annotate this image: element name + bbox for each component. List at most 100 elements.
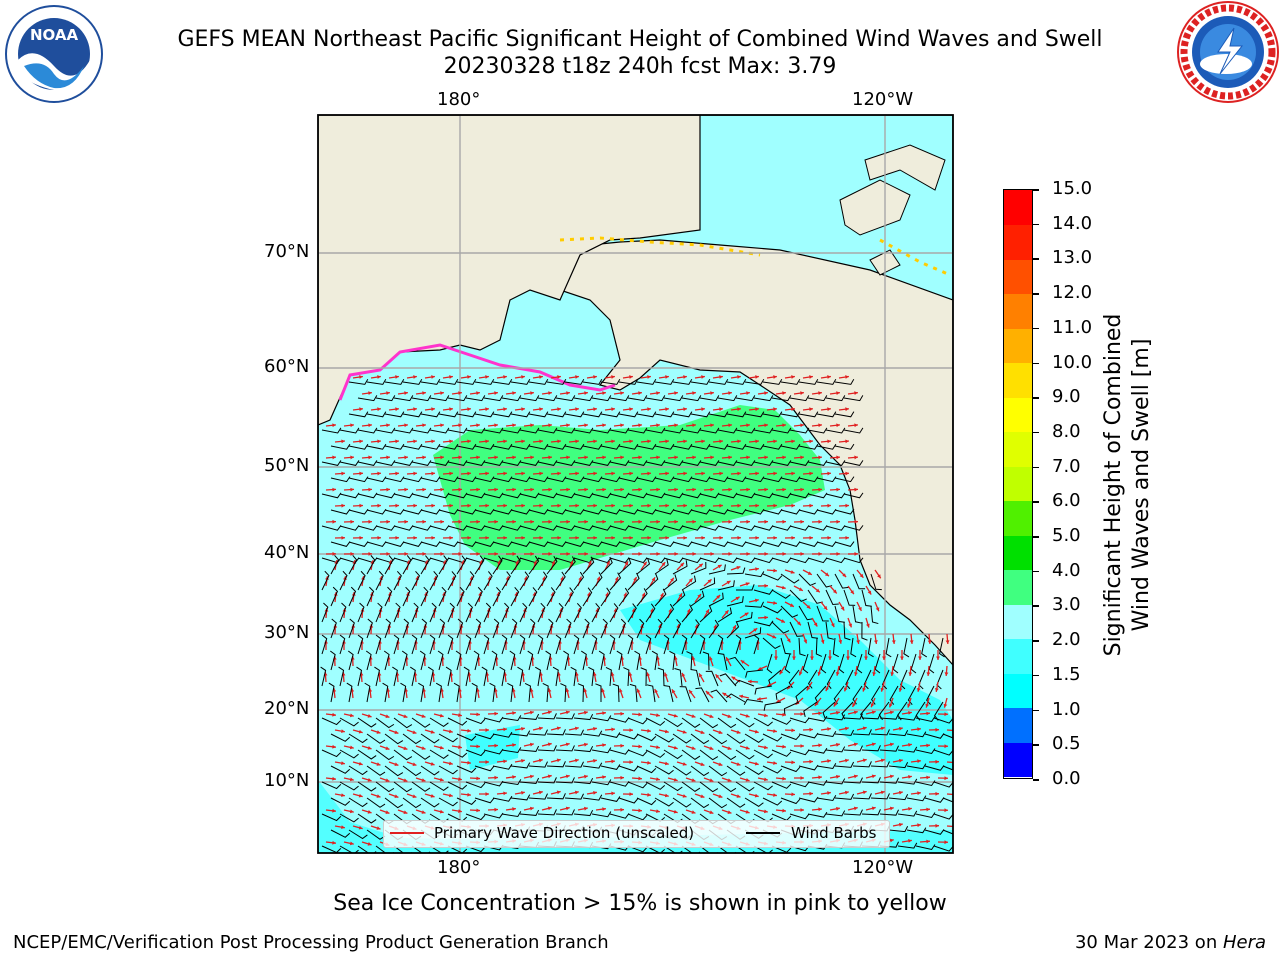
wave-direction-arrowhead — [494, 455, 498, 460]
wind-barb — [375, 717, 395, 729]
wind-barb — [654, 443, 675, 450]
wave-direction-arrowhead — [835, 671, 840, 676]
wave-direction-arrowhead — [376, 730, 381, 734]
wave-direction-arrowhead — [548, 519, 552, 524]
wind-barb — [816, 378, 837, 385]
wind-barb — [915, 844, 936, 851]
wave-direction-arrowhead — [467, 407, 471, 412]
wind-barb — [546, 729, 566, 736]
wind-barb — [807, 621, 819, 639]
wind-barb — [501, 395, 522, 402]
wave-direction-arrowhead — [674, 487, 678, 492]
wind-barb — [474, 541, 495, 547]
wind-barb — [474, 508, 495, 515]
wind-barb — [600, 476, 621, 483]
wind-barb — [366, 378, 387, 385]
wind-barb — [357, 492, 378, 499]
wave-direction-arrowhead — [647, 792, 651, 797]
wave-direction-arrowhead — [727, 746, 732, 750]
wind-barb — [456, 797, 477, 805]
wave-direction-arrowhead — [746, 391, 750, 396]
wave-direction-arrowhead — [638, 712, 642, 717]
wave-direction-arrowhead — [828, 656, 832, 660]
wind-barb — [330, 476, 351, 483]
wave-direction-arrowhead — [773, 729, 777, 733]
wave-direction-arrowhead — [926, 839, 930, 844]
wave-direction-arrowhead — [705, 609, 709, 614]
wave-direction-arrowhead — [394, 762, 399, 767]
wind-barb — [708, 797, 728, 809]
wind-barb — [609, 813, 630, 819]
wind-barb — [537, 745, 557, 752]
wave-direction-arrowhead — [683, 407, 687, 412]
wave-direction-arrowhead — [710, 519, 714, 524]
wind-barb — [519, 777, 540, 784]
wind-barb — [618, 508, 639, 515]
wave-direction-arrowhead — [539, 375, 543, 379]
wind-barb — [393, 395, 414, 402]
wind-barb — [780, 573, 800, 584]
wind-barb — [699, 525, 720, 531]
wave-direction-arrowhead — [944, 840, 948, 845]
wind-barb — [789, 749, 810, 756]
wind-barb — [717, 492, 738, 499]
wind-barb — [582, 730, 603, 737]
wind-barb — [348, 555, 358, 575]
wind-barb — [382, 682, 389, 703]
colorbar-tick-mark — [1033, 605, 1039, 607]
wave-direction-arrowhead — [602, 519, 606, 524]
colorbar-tick-label: 0.0 — [1052, 768, 1081, 789]
wind-barb — [510, 555, 521, 575]
wave-direction-arrowhead — [673, 809, 678, 814]
wind-barb — [744, 571, 765, 578]
wind-barb — [489, 682, 496, 703]
wave-direction-arrowhead — [656, 519, 660, 524]
wave-direction-arrowhead — [359, 503, 363, 508]
wave-direction-arrowhead — [728, 391, 732, 396]
wave-direction-arrowhead — [806, 686, 811, 691]
wave-direction-arrowhead — [503, 471, 507, 476]
wind-barb — [783, 701, 800, 715]
wind-barb — [861, 713, 881, 720]
wind-barb — [907, 685, 917, 705]
wave-direction-arrowhead — [699, 673, 703, 678]
wind-barb — [528, 476, 549, 483]
wind-barb — [699, 577, 716, 591]
wave-direction-arrowhead — [880, 758, 885, 763]
wave-direction-arrowhead — [641, 592, 646, 597]
wind-barb — [339, 525, 360, 531]
wave-direction-arrowhead — [726, 580, 731, 585]
wind-barb — [735, 781, 755, 792]
wave-direction-arrowhead — [583, 742, 588, 747]
wind-barb — [402, 411, 423, 418]
wave-direction-arrowhead — [852, 702, 856, 707]
wind-barb — [623, 667, 630, 687]
wind-barb — [356, 666, 363, 687]
chart-subtitle: 20230328 t18z 240h fcst Max: 3.79 — [443, 54, 837, 79]
wind-barb — [708, 733, 728, 745]
wave-direction-arrowhead — [350, 455, 354, 460]
wind-barb — [788, 669, 800, 689]
wind-barb — [435, 682, 442, 703]
wind-barb — [717, 557, 738, 564]
wave-direction-arrowhead — [530, 519, 534, 524]
wind-barb — [537, 492, 558, 499]
wave-direction-arrowhead — [781, 585, 786, 590]
wind-barb — [438, 765, 458, 775]
wind-barb — [501, 525, 522, 531]
wind-barb — [618, 797, 639, 804]
wind-barb — [789, 395, 810, 402]
wave-direction-arrowhead — [809, 439, 813, 444]
wave-direction-arrowhead — [413, 375, 417, 379]
wind-barb — [825, 427, 846, 434]
wind-barb — [663, 749, 683, 760]
colorbar-segment — [1004, 397, 1032, 433]
wind-barb — [906, 731, 927, 738]
wave-direction-arrowhead — [854, 391, 858, 396]
wind-barb — [681, 557, 702, 564]
wind-barb — [519, 571, 530, 591]
wave-direction-arrow — [946, 825, 953, 828]
wind-barb — [609, 717, 630, 723]
wave-direction-arrowhead — [854, 519, 858, 524]
wind-barb — [942, 797, 953, 803]
